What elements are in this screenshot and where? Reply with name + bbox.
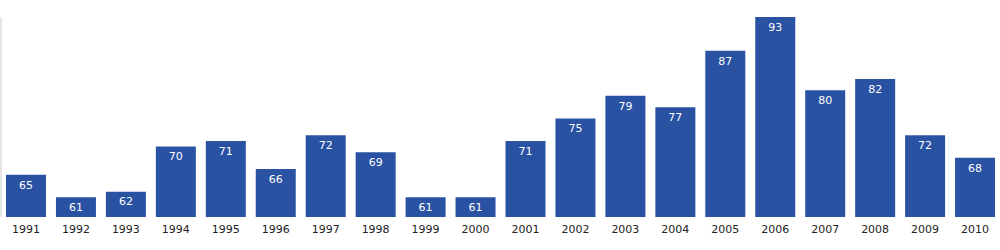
svg-text:2006: 2006 [761, 223, 789, 236]
svg-text:2000: 2000 [462, 223, 490, 236]
svg-text:69: 69 [369, 156, 383, 169]
svg-text:62: 62 [119, 195, 133, 208]
svg-text:1992: 1992 [62, 223, 90, 236]
svg-text:61: 61 [419, 201, 433, 214]
svg-text:72: 72 [918, 139, 932, 152]
svg-text:61: 61 [69, 201, 83, 214]
svg-text:2007: 2007 [811, 223, 839, 236]
svg-text:70: 70 [169, 150, 183, 163]
svg-text:87: 87 [718, 55, 732, 68]
svg-text:71: 71 [519, 145, 533, 158]
svg-text:80: 80 [818, 94, 832, 107]
svg-text:2008: 2008 [861, 223, 889, 236]
svg-text:75: 75 [568, 122, 582, 135]
svg-text:1995: 1995 [212, 223, 240, 236]
svg-text:93: 93 [768, 21, 782, 34]
svg-text:1991: 1991 [12, 223, 40, 236]
svg-text:82: 82 [868, 83, 882, 96]
svg-text:71: 71 [219, 145, 233, 158]
svg-text:68: 68 [968, 162, 982, 175]
svg-text:1994: 1994 [162, 223, 190, 236]
svg-text:66: 66 [269, 173, 283, 186]
svg-text:1998: 1998 [362, 223, 390, 236]
svg-text:2002: 2002 [561, 223, 589, 236]
svg-text:65: 65 [19, 179, 33, 192]
svg-text:2009: 2009 [911, 223, 939, 236]
svg-text:1999: 1999 [412, 223, 440, 236]
svg-text:72: 72 [319, 139, 333, 152]
svg-text:77: 77 [668, 111, 682, 124]
svg-text:79: 79 [618, 100, 632, 113]
svg-text:1997: 1997 [312, 223, 340, 236]
svg-text:61: 61 [469, 201, 483, 214]
svg-text:2005: 2005 [711, 223, 739, 236]
svg-text:2004: 2004 [661, 223, 689, 236]
svg-text:2010: 2010 [961, 223, 989, 236]
svg-text:2001: 2001 [511, 223, 539, 236]
svg-text:1996: 1996 [262, 223, 290, 236]
svg-text:1993: 1993 [112, 223, 140, 236]
svg-text:2003: 2003 [611, 223, 639, 236]
